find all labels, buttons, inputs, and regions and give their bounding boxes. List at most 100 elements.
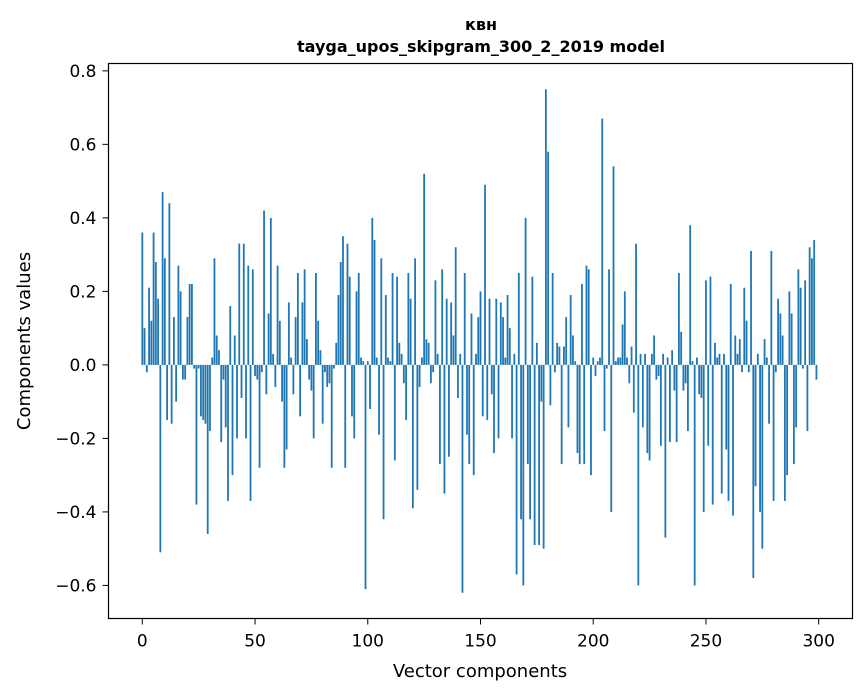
- bar-component-53: [260, 364, 263, 373]
- bar-component-238: [678, 273, 680, 365]
- bar-component-184: [556, 342, 559, 365]
- bar-component-118: [407, 273, 410, 365]
- bar-component-160: [502, 317, 504, 365]
- bar-component-56: [267, 313, 270, 365]
- bar-component-45: [242, 243, 245, 365]
- bar-component-90: [344, 364, 347, 468]
- bar-component-279: [770, 250, 773, 365]
- bar-component-215: [626, 357, 628, 365]
- bar-component-16: [177, 265, 180, 365]
- bar-component-69: [296, 273, 299, 365]
- bar-component-148: [475, 353, 477, 365]
- bar-component-38: [227, 364, 229, 501]
- bar-component-197: [585, 265, 588, 365]
- bar-component-228: [655, 364, 658, 380]
- bar-component-241: [684, 364, 687, 384]
- bar-component-274: [759, 364, 761, 512]
- bar-component-136: [448, 364, 450, 457]
- bar-component-194: [578, 364, 581, 465]
- bar-component-252: [709, 276, 712, 365]
- bar-component-296: [808, 247, 811, 365]
- bar-component-78: [317, 320, 320, 365]
- bar-component-203: [599, 357, 601, 365]
- bar-component-196: [583, 364, 586, 465]
- bar-component-25: [197, 364, 200, 369]
- chart-subtitle: tayga_upos_skipgram_300_2_2019 model: [297, 37, 665, 56]
- bar-component-234: [668, 364, 671, 443]
- bar-component-227: [653, 335, 655, 365]
- bar-component-254: [714, 342, 716, 365]
- bar-component-230: [659, 364, 662, 446]
- bar-component-67: [292, 364, 295, 395]
- bar-component-59: [274, 364, 277, 387]
- bar-component-27: [202, 364, 205, 421]
- bar-component-114: [398, 342, 401, 365]
- bar-component-248: [700, 364, 703, 398]
- bar-component-18: [182, 364, 184, 380]
- bar-component-97: [360, 357, 362, 365]
- bar-component-219: [635, 243, 637, 365]
- bar-component-7: [157, 298, 159, 365]
- bar-component-87: [337, 295, 340, 365]
- bar-component-100: [366, 361, 369, 365]
- bar-component-167: [517, 273, 520, 365]
- bar-component-28: [204, 364, 207, 424]
- bar-component-8: [159, 364, 162, 553]
- bar-component-217: [630, 346, 633, 365]
- bar-component-284: [781, 335, 784, 365]
- bar-component-235: [671, 350, 674, 365]
- bar-component-133: [441, 269, 444, 365]
- bar-component-258: [723, 353, 725, 365]
- bar-component-232: [664, 364, 667, 538]
- bar-component-144: [466, 364, 468, 435]
- x-tick-label: 100: [352, 632, 384, 652]
- bar-component-242: [687, 364, 689, 432]
- bar-component-226: [650, 353, 653, 365]
- bar-component-264: [736, 353, 739, 365]
- bar-component-236: [673, 364, 676, 391]
- bar-component-240: [682, 364, 685, 391]
- bar-component-64: [285, 364, 288, 450]
- bar-component-68: [294, 317, 297, 365]
- bar-component-94: [353, 364, 356, 439]
- bar-component-270: [750, 250, 752, 365]
- bar-component-112: [393, 364, 396, 461]
- bar-component-292: [799, 287, 802, 365]
- x-tick-label: 300: [802, 632, 834, 652]
- bar-component-107: [382, 364, 385, 520]
- bar-component-30: [209, 364, 211, 432]
- bar-component-47: [247, 265, 250, 365]
- bar-component-89: [342, 236, 344, 365]
- bar-component-152: [484, 184, 486, 365]
- bar-component-111: [391, 273, 394, 365]
- bar-component-3: [148, 287, 150, 365]
- bar-component-60: [276, 265, 279, 365]
- bar-component-190: [569, 295, 572, 365]
- bar-component-244: [691, 361, 694, 365]
- bar-component-163: [508, 328, 511, 365]
- bar-component-291: [797, 269, 800, 365]
- bar-component-177: [540, 364, 543, 402]
- bar-component-221: [639, 353, 642, 365]
- bar-component-5: [152, 232, 155, 365]
- bar-component-37: [224, 364, 227, 428]
- bar-component-50: [254, 364, 256, 376]
- bar-component-164: [511, 364, 513, 439]
- bar-component-179: [544, 89, 547, 365]
- bar-component-147: [472, 364, 475, 476]
- y-tick-label: −0.2: [55, 429, 96, 449]
- bar-component-13: [170, 364, 173, 424]
- bar-component-283: [779, 313, 782, 365]
- bar-component-185: [558, 346, 561, 365]
- bar-component-155: [490, 364, 493, 395]
- bar-component-208: [610, 364, 613, 512]
- bar-component-253: [711, 364, 714, 505]
- bar-component-201: [594, 364, 597, 376]
- bar-component-103: [373, 239, 376, 365]
- bar-component-280: [772, 364, 775, 501]
- bar-component-101: [369, 364, 371, 409]
- bar-component-256: [718, 353, 721, 365]
- y-tick-label: 0.6: [69, 135, 96, 155]
- bar-component-225: [648, 364, 651, 461]
